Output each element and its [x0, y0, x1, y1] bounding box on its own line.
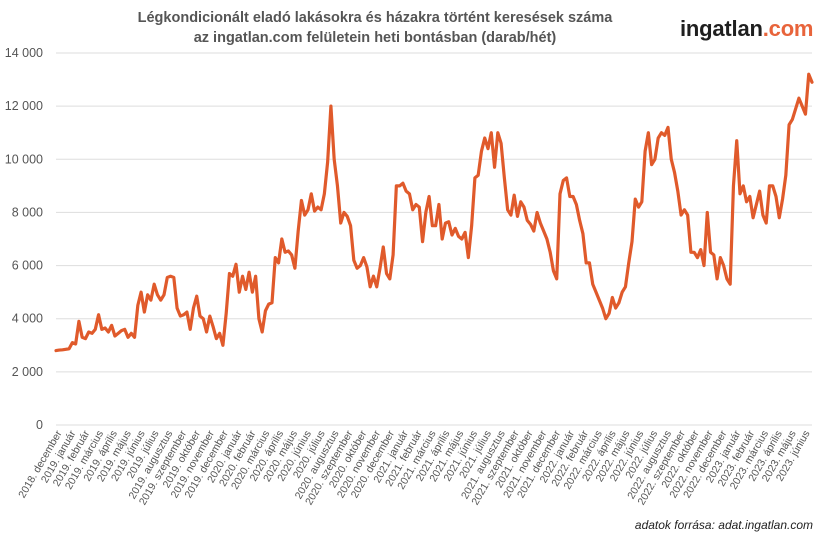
- series-layer: [54, 72, 814, 353]
- series-line: [54, 72, 814, 353]
- y-tick-label: 14 000: [5, 46, 43, 60]
- chart-title-line1: Légkondicionált eladó lakásokra és házak…: [137, 10, 613, 26]
- chart-title-line2: az ingatlan.com felületein heti bontásba…: [193, 30, 557, 46]
- y-tick-label: 2 000: [12, 365, 43, 379]
- y-tick-label: 4 000: [12, 312, 43, 326]
- y-axis-ticks: 0 2 000 4 000 6 000 8 000 10 000 12 000 14 000: [5, 46, 43, 432]
- y-tick-label: 0: [36, 418, 43, 432]
- ingatlan-logo: ingatlan.com: [680, 16, 814, 42]
- data-source-note: adatok forrása: adat.ingatlan.com: [634, 518, 813, 532]
- y-tick-label: 12 000: [5, 99, 43, 113]
- logo-name: ingatlan: [680, 16, 763, 41]
- y-tick-label: 10 000: [5, 152, 43, 166]
- chart-title: Légkondicionált eladó lakásokra és házak…: [95, 8, 655, 48]
- y-tick-label: 6 000: [12, 259, 43, 273]
- grid-lines: [56, 52, 812, 426]
- logo-suffix: .com: [762, 16, 814, 41]
- y-tick-label: 8 000: [12, 205, 43, 219]
